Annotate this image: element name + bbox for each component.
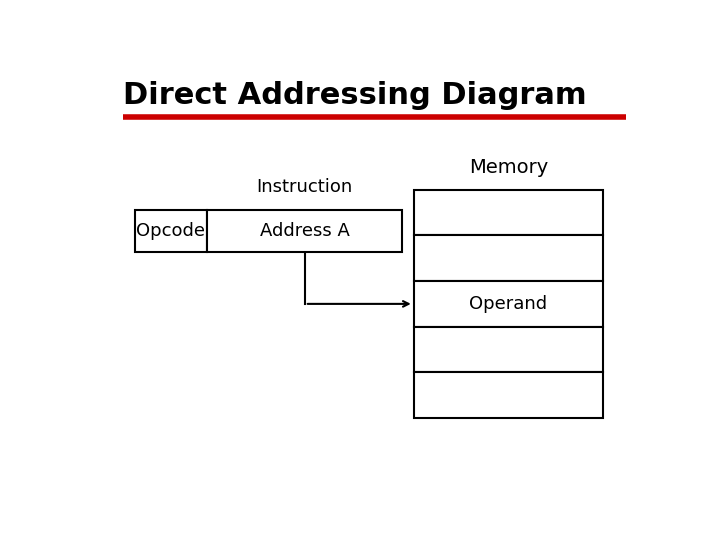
Text: Address A: Address A: [260, 222, 350, 240]
Bar: [413, 281, 603, 327]
Text: Instruction: Instruction: [257, 178, 353, 196]
Bar: [135, 210, 207, 252]
Text: Direct Addressing Diagram: Direct Addressing Diagram: [124, 82, 587, 111]
Bar: [413, 373, 603, 418]
Bar: [413, 235, 603, 281]
Bar: [413, 190, 603, 235]
Bar: [413, 327, 603, 373]
Text: Opcode: Opcode: [136, 222, 205, 240]
Text: Operand: Operand: [469, 295, 548, 313]
Bar: [207, 210, 402, 252]
Text: Memory: Memory: [469, 158, 548, 177]
